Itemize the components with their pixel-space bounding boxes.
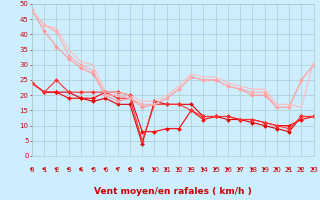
X-axis label: Vent moyen/en rafales ( km/h ): Vent moyen/en rafales ( km/h ) <box>94 187 252 196</box>
